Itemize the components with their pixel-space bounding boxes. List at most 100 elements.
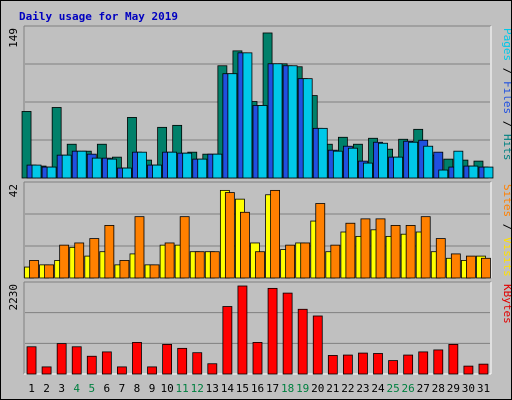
bar-sites — [300, 242, 311, 279]
bar-sites — [481, 257, 491, 279]
bar-pages — [363, 162, 373, 179]
x-tick-label: 22 — [341, 382, 354, 395]
bar-kbytes — [222, 306, 233, 375]
bar-kbytes — [147, 366, 157, 375]
bar-sites — [405, 225, 416, 279]
x-tick-label: 18 — [281, 382, 294, 395]
bar-pages — [468, 165, 479, 179]
bar-sites — [89, 238, 100, 279]
bar-sites — [450, 253, 461, 279]
bar-kbytes — [433, 349, 444, 375]
axis-max-label: 149 — [7, 28, 20, 48]
bar-pages — [182, 152, 193, 179]
bar-sites — [149, 264, 160, 279]
bar-pages — [31, 164, 42, 179]
bar-pages — [227, 73, 238, 179]
bar-sites — [104, 225, 115, 279]
bar-pages — [287, 65, 298, 179]
legend-entry: / — [501, 217, 511, 237]
x-tick-label: 24 — [371, 382, 385, 395]
bar-hits — [21, 111, 32, 179]
bar-kbytes — [297, 308, 308, 375]
bar-kbytes — [418, 351, 429, 375]
bar-sites — [330, 244, 341, 279]
bar-kbytes — [358, 352, 368, 375]
bar-sites — [345, 222, 356, 279]
bar-sites — [224, 192, 235, 279]
bar-sites — [29, 260, 39, 279]
bar-kbytes — [388, 360, 398, 375]
bar-kbytes — [282, 292, 293, 375]
bar-sites — [44, 264, 54, 279]
legend-entry: Sites — [501, 184, 511, 217]
bar-kbytes — [342, 354, 353, 375]
x-tick-label: 26 — [402, 382, 415, 395]
bar-sites — [360, 218, 371, 279]
legend-entry: Files — [501, 81, 511, 114]
x-tick-label: 28 — [432, 382, 445, 395]
chart-title: Daily usage for May 2019 — [19, 10, 178, 23]
bar-kbytes — [192, 352, 203, 375]
bar-kbytes — [448, 344, 459, 375]
bar-kbytes — [403, 354, 414, 375]
bar-kbytes — [86, 355, 97, 375]
bar-pages — [152, 164, 162, 179]
bar-sites — [435, 238, 446, 279]
bar-pages — [106, 158, 117, 179]
x-tick-label: 23 — [356, 382, 369, 395]
series-legend: Sites / Visits — [501, 184, 511, 277]
bar-hits — [172, 124, 183, 179]
bar-pages — [332, 150, 343, 179]
bar-kbytes — [56, 343, 67, 375]
x-tick-label: 4 — [73, 382, 80, 395]
bar-pages — [438, 169, 449, 179]
bar-hits — [51, 107, 62, 179]
bar-sites — [285, 244, 296, 279]
bar-pages — [61, 154, 72, 179]
bar-pages — [453, 150, 464, 179]
legend-entry: Hits — [501, 134, 511, 161]
bar-kbytes — [71, 346, 82, 375]
bar-sites — [59, 244, 70, 279]
bar-sites — [375, 218, 386, 279]
x-tick-label: 7 — [119, 382, 126, 395]
x-tick-label: 8 — [134, 382, 141, 395]
bar-kbytes — [26, 346, 37, 375]
x-tick-label: 10 — [160, 382, 173, 395]
bar-sites — [390, 225, 401, 279]
series-legend: Pages / Files / Hits — [501, 28, 511, 161]
bar-sites — [74, 242, 85, 279]
bar-kbytes — [177, 347, 188, 375]
legend-entry: Pages — [501, 28, 511, 61]
series-legend: KBytes — [501, 284, 511, 324]
bar-pages — [167, 151, 178, 179]
bar-sites — [255, 251, 265, 279]
bar-kbytes — [373, 353, 383, 375]
x-tick-label: 2 — [43, 382, 50, 395]
bar-pages — [91, 157, 102, 179]
bar-pages — [257, 105, 268, 179]
bar-sites — [315, 203, 326, 279]
bar-sites — [240, 211, 250, 279]
x-tick-label: 1 — [28, 382, 35, 395]
axis-max-label: 2230 — [7, 284, 20, 311]
legend-entry: KBytes — [501, 284, 511, 324]
bar-kbytes — [267, 287, 278, 375]
bar-pages — [378, 142, 388, 179]
x-tick-label: 9 — [149, 382, 156, 395]
bar-kbytes — [117, 366, 127, 375]
x-tick-label: 20 — [311, 382, 324, 395]
bar-pages — [317, 127, 328, 179]
x-tick-label: 31 — [477, 382, 490, 395]
bar-pages — [272, 63, 283, 179]
x-tick-label: 19 — [296, 382, 309, 395]
bar-kbytes — [41, 366, 52, 375]
bar-sites — [194, 251, 205, 279]
x-tick-label: 3 — [58, 382, 65, 395]
bar-pages — [197, 158, 208, 179]
bar-sites — [119, 260, 130, 279]
bar-sites — [164, 242, 175, 279]
x-tick-label: 12 — [191, 382, 204, 395]
